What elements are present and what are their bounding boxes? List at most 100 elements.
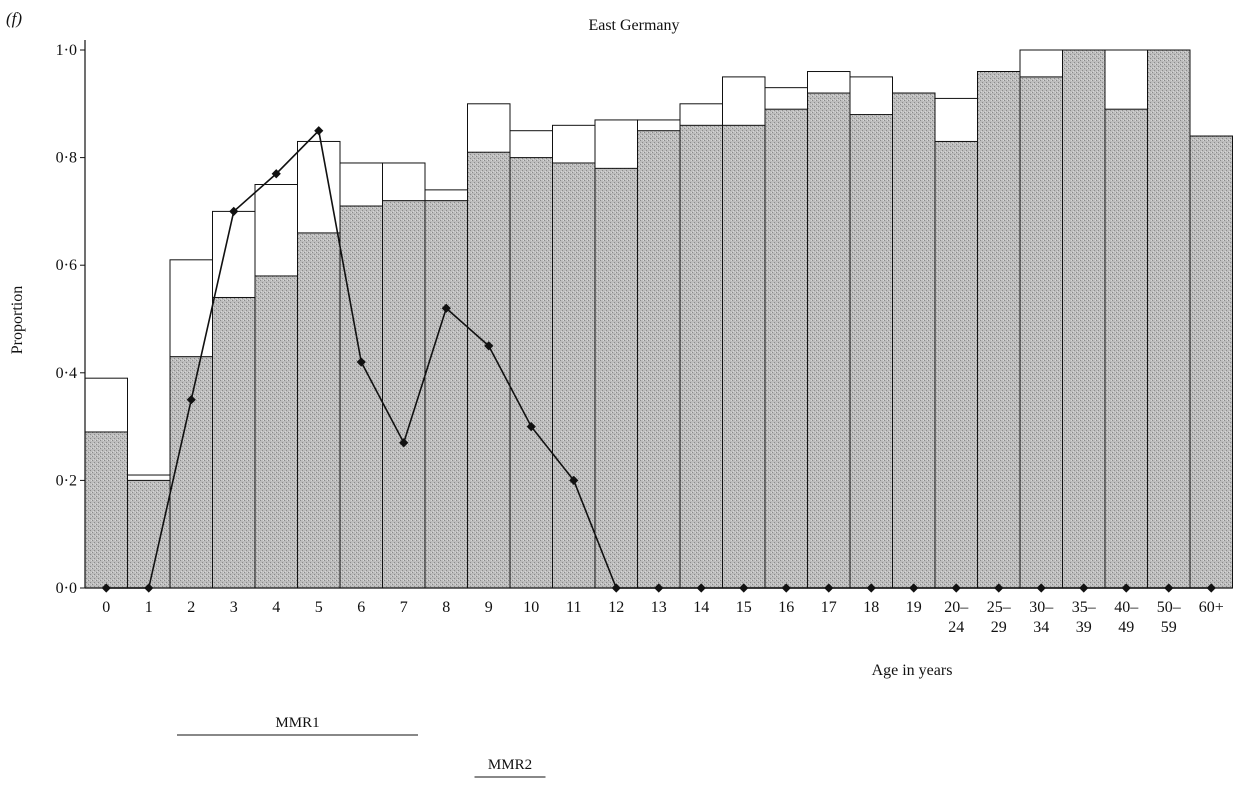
cohort-label: MMR1 bbox=[275, 715, 319, 731]
diamond-marker bbox=[144, 583, 154, 593]
diamond-marker bbox=[866, 583, 876, 593]
diamond-line-series bbox=[101, 126, 1216, 593]
diamond-marker bbox=[909, 583, 919, 593]
x-tick-label: 34 bbox=[1033, 619, 1049, 636]
shaded-bar bbox=[212, 296, 256, 589]
diamond-marker bbox=[1079, 583, 1089, 593]
shaded-bar bbox=[339, 205, 383, 589]
diamond-marker bbox=[654, 583, 664, 593]
x-tick-label: 13 bbox=[651, 599, 667, 616]
diamond-marker bbox=[1121, 583, 1131, 593]
shaded-bar bbox=[637, 130, 681, 589]
diamond-marker bbox=[526, 422, 536, 432]
diamond-marker bbox=[1206, 583, 1216, 593]
x-tick-label: 4 bbox=[272, 599, 280, 616]
x-tick-label: 59 bbox=[1161, 619, 1177, 636]
x-tick-label: 60+ bbox=[1199, 599, 1224, 616]
diamond-marker bbox=[569, 475, 579, 485]
x-tick-labels: 0 1 2 3 4 5 6 7 8 9 10 11 12 13 14 15 16 17 18 19 20–2425–29… bbox=[102, 599, 1224, 636]
shaded-bar bbox=[1189, 135, 1233, 589]
shaded-bar bbox=[679, 124, 723, 589]
x-tick-label: 3 bbox=[230, 599, 238, 616]
shaded-bar bbox=[169, 356, 213, 589]
vaccine-cohort-bars: MMR1 MMR2 bbox=[177, 715, 546, 778]
x-tick-label: 11 bbox=[566, 599, 581, 616]
diamond-marker bbox=[399, 438, 409, 448]
x-tick-label: 39 bbox=[1076, 619, 1092, 636]
shaded-bar bbox=[1147, 49, 1191, 589]
x-tick-label: 19 bbox=[906, 599, 922, 616]
diamond-marker bbox=[441, 303, 451, 313]
shaded-bar bbox=[509, 157, 553, 589]
x-tick-label: 24 bbox=[948, 619, 964, 636]
x-tick-label: 6 bbox=[357, 599, 365, 616]
x-tick-label: 50– bbox=[1157, 599, 1182, 616]
x-tick-label: 0 bbox=[102, 599, 110, 616]
diamond-marker bbox=[1164, 583, 1174, 593]
x-tick-label: 7 bbox=[400, 599, 408, 616]
x-tick-label: 2 bbox=[187, 599, 195, 616]
x-tick-label: 17 bbox=[821, 599, 837, 616]
y-tick-label: 0·6 bbox=[56, 257, 77, 274]
x-tick-label: 30– bbox=[1029, 599, 1054, 616]
chart-title: East Germany bbox=[588, 17, 679, 34]
x-tick-label: 49 bbox=[1118, 619, 1134, 636]
shaded-bar bbox=[594, 167, 638, 589]
diamond-marker bbox=[951, 583, 961, 593]
x-tick-label: 18 bbox=[863, 599, 879, 616]
shaded-bar bbox=[127, 479, 171, 589]
shaded-bar bbox=[849, 114, 893, 589]
x-tick-label: 1 bbox=[145, 599, 153, 616]
shaded-bar bbox=[382, 200, 426, 589]
y-axis-title: Proportion bbox=[9, 286, 26, 354]
y-tick-label: 0·2 bbox=[56, 472, 77, 489]
diamond-marker bbox=[994, 583, 1004, 593]
x-tick-label: 16 bbox=[778, 599, 794, 616]
x-tick-label: 35– bbox=[1072, 599, 1097, 616]
shaded-bar bbox=[764, 108, 808, 589]
x-tick-label: 40– bbox=[1114, 599, 1139, 616]
shaded-bar bbox=[552, 162, 596, 589]
x-tick-label: 15 bbox=[736, 599, 752, 616]
diamond-marker bbox=[101, 583, 111, 593]
shaded-bar bbox=[1062, 49, 1106, 589]
shaded-bar bbox=[1104, 108, 1148, 589]
panel-label: (f) bbox=[6, 9, 22, 28]
shaded-bar bbox=[254, 275, 298, 589]
y-tick-label: 1·0 bbox=[56, 42, 77, 59]
diamond-marker bbox=[314, 126, 324, 136]
diamond-marker bbox=[824, 583, 834, 593]
x-tick-label: 29 bbox=[991, 619, 1007, 636]
shaded-bar bbox=[807, 92, 851, 589]
diamond-marker bbox=[229, 206, 239, 216]
x-tick-label: 12 bbox=[608, 599, 624, 616]
diamond-marker bbox=[696, 583, 706, 593]
shaded-bar bbox=[84, 431, 128, 589]
shaded-bar bbox=[297, 232, 341, 589]
shaded-bars bbox=[84, 49, 1233, 589]
diamond-marker bbox=[781, 583, 791, 593]
shaded-bar bbox=[424, 200, 468, 589]
diamond-marker bbox=[611, 583, 621, 593]
y-tick-label: 0·0 bbox=[56, 580, 77, 597]
shaded-bar bbox=[934, 140, 978, 589]
shaded-bar bbox=[467, 151, 511, 589]
diamond-marker bbox=[1036, 583, 1046, 593]
y-tick-label: 0·4 bbox=[56, 365, 77, 382]
shaded-bar bbox=[977, 71, 1021, 589]
shaded-bar bbox=[892, 92, 936, 589]
x-tick-label: 10 bbox=[523, 599, 539, 616]
x-tick-label: 8 bbox=[442, 599, 450, 616]
y-tick-labels: 0·0 0·2 0·4 0·6 0·8 1·0 bbox=[56, 42, 77, 597]
diamond-marker bbox=[186, 395, 196, 405]
x-tick-label: 5 bbox=[315, 599, 323, 616]
diamond-marker bbox=[271, 169, 281, 179]
x-tick-label: 20– bbox=[944, 599, 969, 616]
x-tick-label: 25– bbox=[987, 599, 1012, 616]
x-tick-label: 9 bbox=[485, 599, 493, 616]
shaded-bar bbox=[1019, 76, 1063, 589]
x-tick-label: 14 bbox=[693, 599, 709, 616]
cohort-label: MMR2 bbox=[488, 757, 532, 773]
x-axis-title: Age in years bbox=[872, 662, 953, 679]
